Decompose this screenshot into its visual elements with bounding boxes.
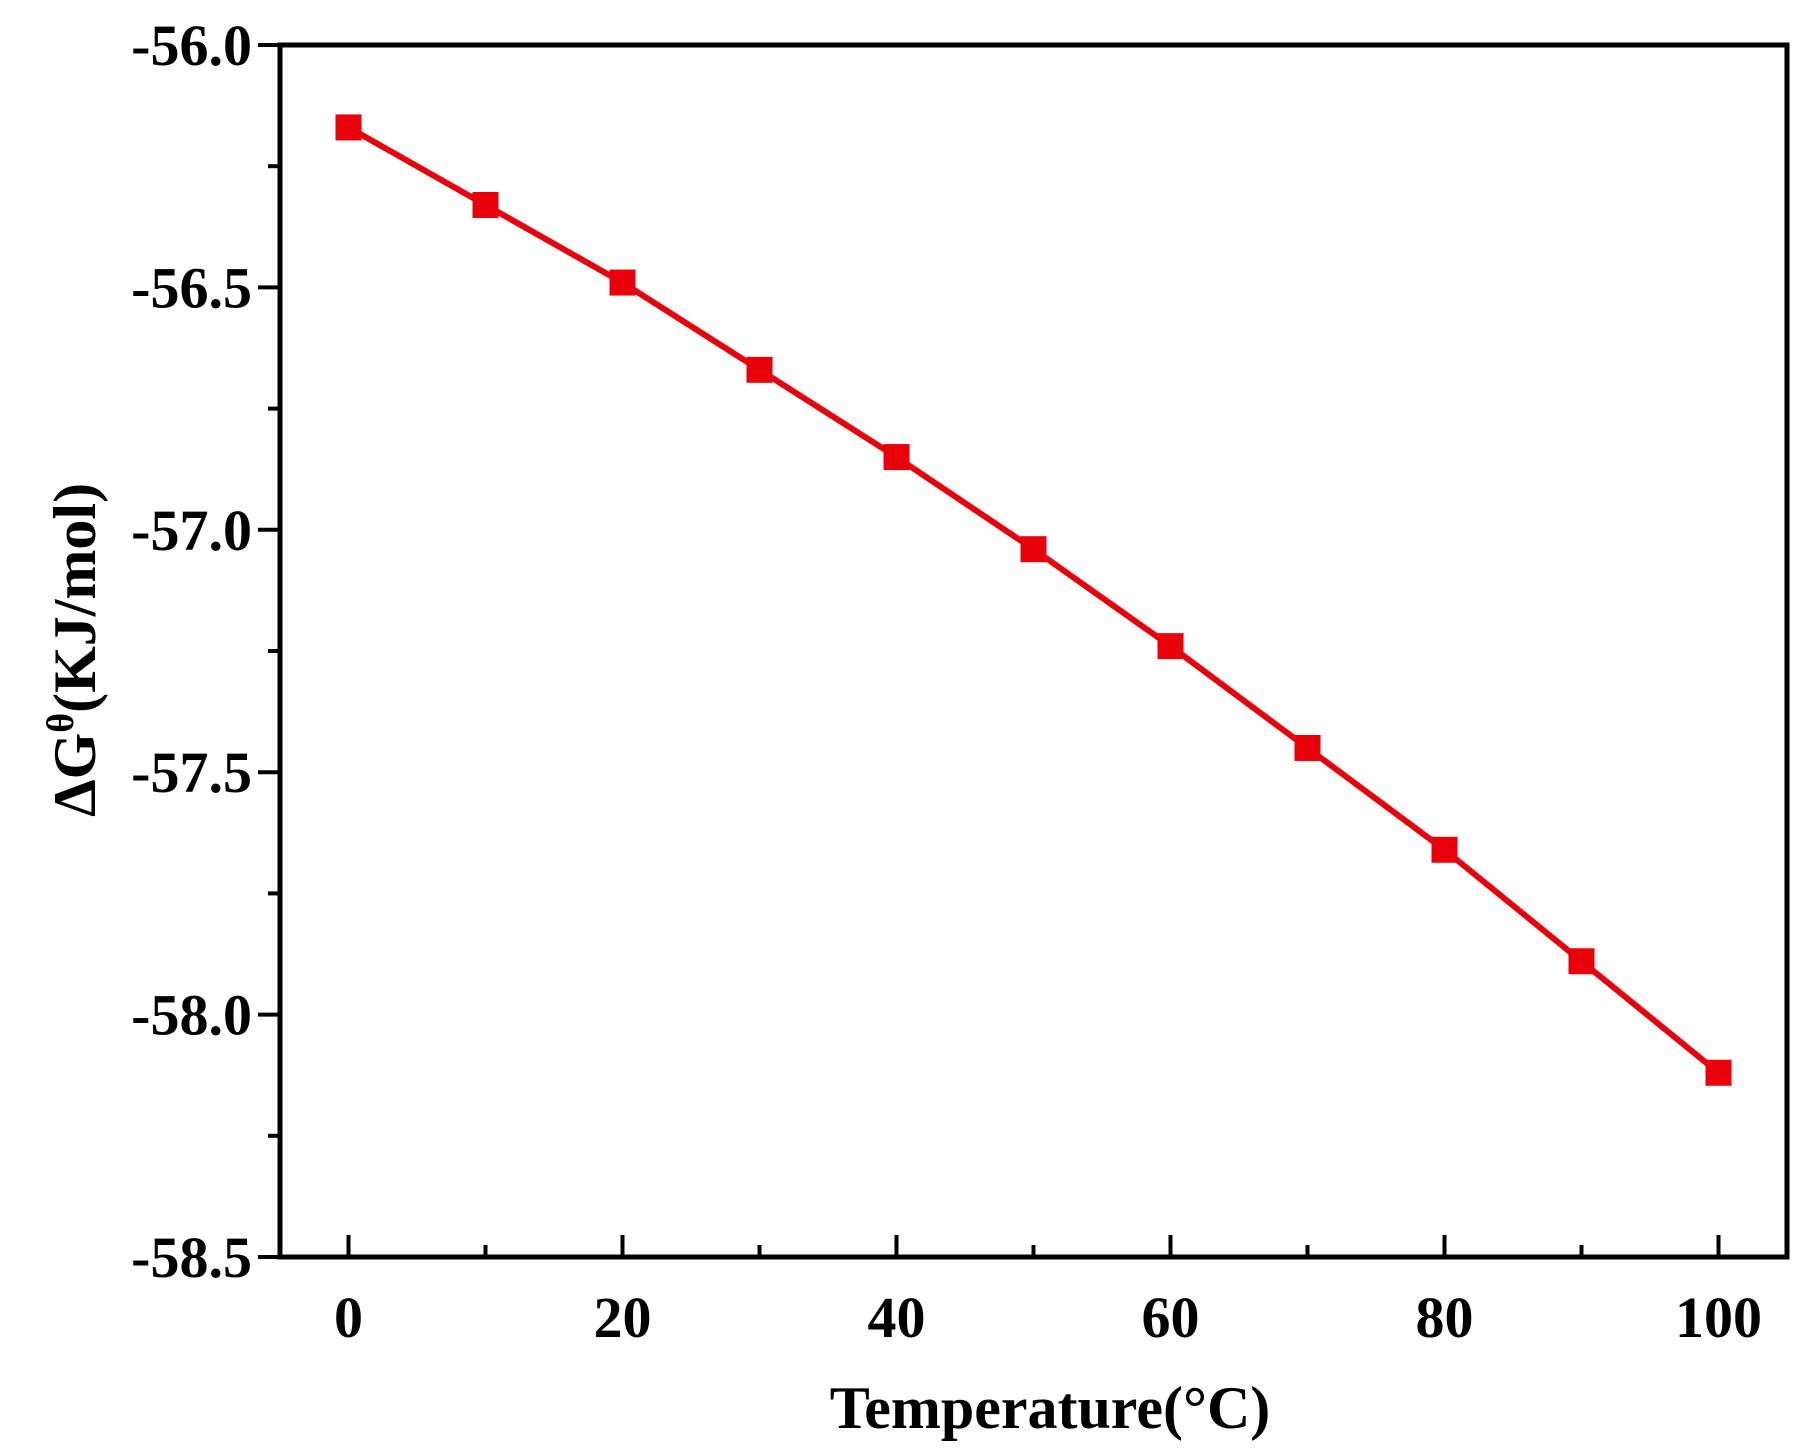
data-point: [335, 114, 362, 141]
data-point: [1705, 1059, 1732, 1086]
y-axis-label-suffix: (KJ/mol): [42, 483, 108, 713]
data-point: [883, 444, 910, 471]
y-tick-label: -56.5: [131, 255, 252, 320]
y-tick-label: -58.5: [131, 1225, 252, 1290]
y-tick-label: -58.0: [131, 983, 252, 1048]
y-tick-label: -56.0: [131, 13, 252, 78]
y-axis-label: ΔGθ(KJ/mol): [40, 483, 108, 817]
y-axis-label-prefix: ΔG: [42, 733, 108, 817]
x-tick-label: 60: [1142, 1285, 1200, 1350]
x-tick-label: 40: [868, 1285, 926, 1350]
x-tick-label: 100: [1675, 1285, 1762, 1350]
data-point: [1157, 633, 1184, 660]
series-line: [347, 124, 1721, 1076]
x-tick-label: 20: [594, 1285, 652, 1350]
x-axis-label: Temperature(°C): [830, 1375, 1271, 1441]
data-point: [1431, 836, 1458, 863]
data-point: [746, 356, 773, 383]
data-point: [1568, 948, 1595, 975]
data-point: [1294, 734, 1321, 761]
x-tick-label: 0: [334, 1285, 363, 1350]
data-point: [1020, 536, 1047, 563]
y-tick-label: -57.0: [131, 498, 252, 563]
x-tick-label: 80: [1416, 1285, 1474, 1350]
data-point: [609, 269, 636, 296]
data-point: [472, 191, 499, 218]
plot-frame: [277, 42, 1790, 1260]
y-axis-label-superscript: θ: [40, 713, 82, 733]
y-tick-label: -57.5: [131, 740, 252, 805]
